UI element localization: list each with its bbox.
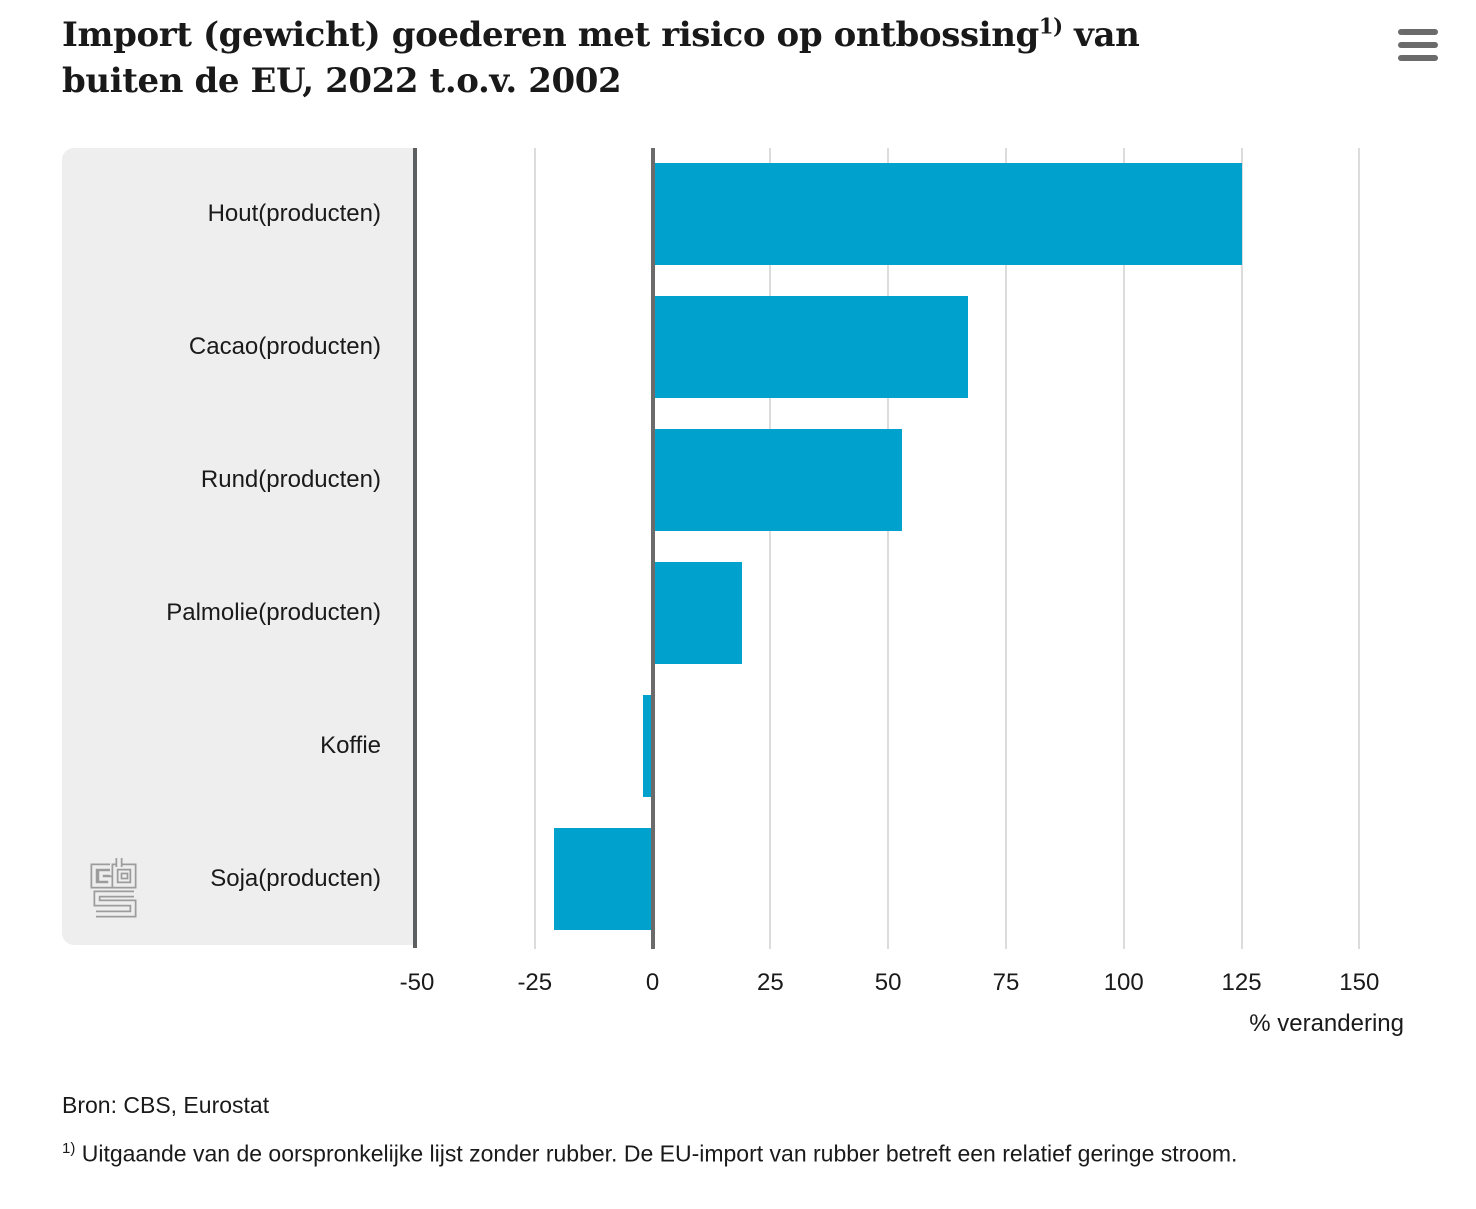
x-tick-label: 100 (1103, 969, 1144, 996)
category-label: Cacao(producten) (188, 333, 381, 361)
x-tick-label: 50 (874, 969, 902, 996)
gridline (887, 148, 890, 949)
x-tick-label: 150 (1339, 969, 1380, 996)
gridline (533, 148, 536, 949)
hamburger-menu-icon[interactable] (1398, 29, 1438, 61)
title-text-1: Import (gewicht) goederen met risico op … (62, 15, 1039, 55)
bar-hout-producten[interactable] (652, 163, 1242, 266)
title-text-line2: buiten de EU, 2022 t.o.v. 2002 (62, 61, 622, 101)
gridline (769, 148, 772, 949)
x-tick-label: -25 (517, 969, 553, 996)
cbs-logo-icon (90, 858, 137, 918)
x-tick-label: 75 (992, 969, 1020, 996)
bar-soja-producten[interactable] (553, 827, 653, 930)
category-label: Rund(producten) (200, 466, 381, 494)
x-axis-title: % verandering (1249, 1010, 1404, 1037)
x-tick-label: 125 (1221, 969, 1262, 996)
category-label: Soja(producten) (210, 864, 381, 892)
category-label-panel: Hout(producten) Cacao(producten) Rund(prod… (62, 148, 413, 945)
category-label: Hout(producten) (207, 200, 381, 228)
source-text: Bron: CBS, Eurostat (62, 1092, 270, 1118)
hamburger-bar (1398, 55, 1438, 61)
title-footnote-marker: 1) (1038, 13, 1063, 39)
gridline (1240, 148, 1243, 949)
gridline (1358, 148, 1361, 949)
category-label: Koffie (320, 731, 381, 759)
title-text-2: van (1062, 15, 1140, 55)
bar-koffie[interactable] (643, 694, 653, 797)
page-title: Import (gewicht) goederen met risico op … (62, 12, 1262, 104)
bar-cacao-producten[interactable] (652, 296, 969, 399)
plot-area (417, 148, 1430, 949)
hamburger-bar (1398, 42, 1438, 48)
bar-palmolie-producten[interactable] (652, 561, 743, 664)
hamburger-bar (1398, 29, 1438, 35)
footnote-marker: 1) (62, 1140, 76, 1157)
gridline (1004, 148, 1007, 949)
bar-rund-producten[interactable] (652, 429, 903, 532)
category-label: Palmolie(producten) (166, 598, 381, 626)
x-axis-ticks: -50 -25 0 25 50 75 100 125 150 (400, 969, 1430, 1001)
x-tick-label: 0 (645, 969, 660, 996)
y-axis-line (413, 148, 417, 948)
x-tick-label: 25 (757, 969, 784, 996)
x-tick-label: -50 (399, 969, 435, 996)
footnote: 1) Uitgaande van de oorspronkelijke lijs… (62, 1140, 1237, 1168)
gridline (1122, 148, 1125, 949)
zero-line (650, 148, 655, 949)
footnote-text: Uitgaande van de oorspronkelijke lijst z… (81, 1140, 1238, 1167)
